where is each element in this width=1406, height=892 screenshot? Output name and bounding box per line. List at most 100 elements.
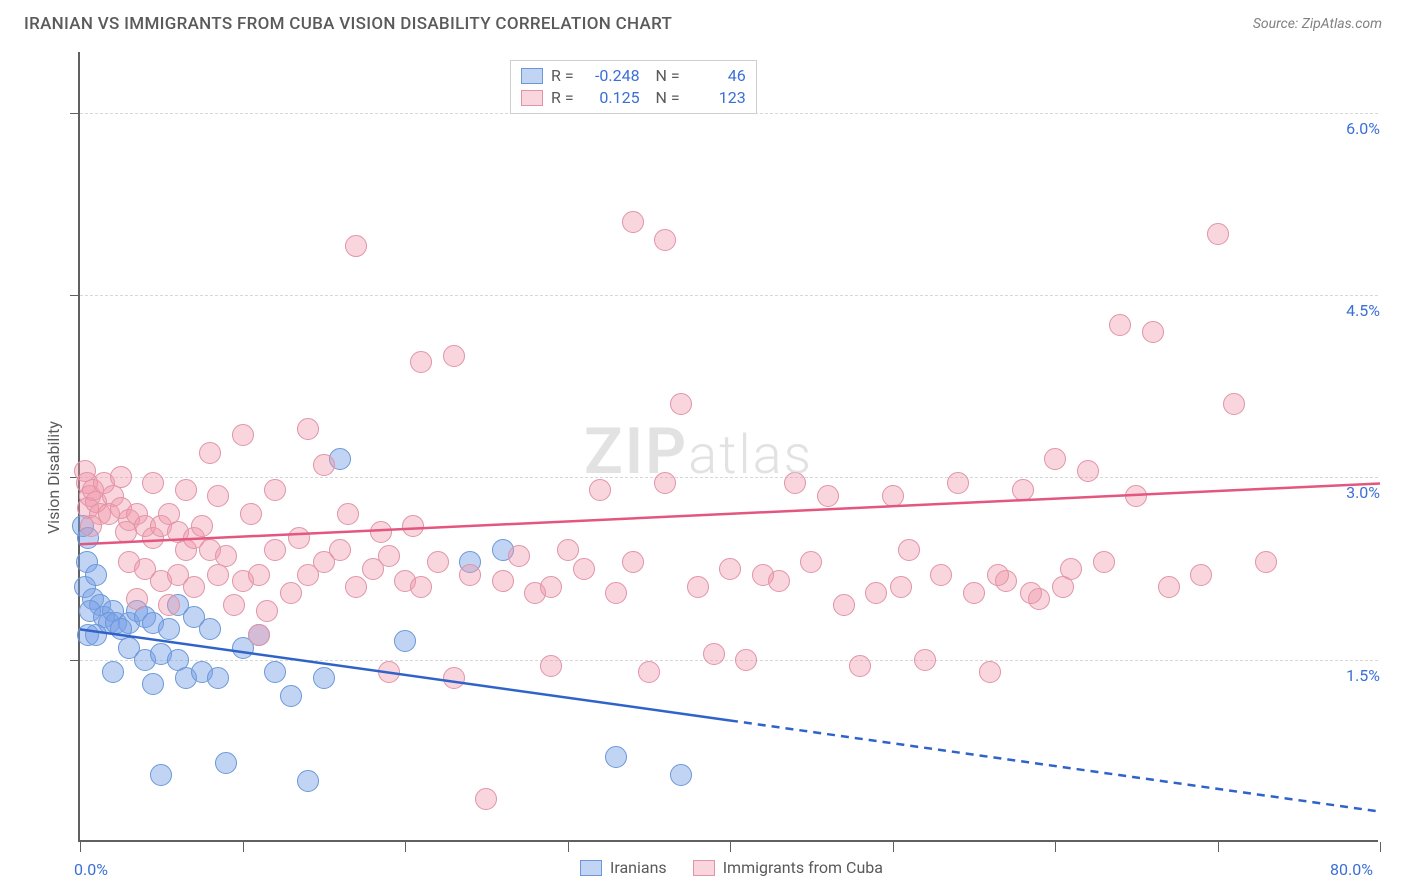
scatter-point [370,521,392,543]
scatter-point [605,582,627,604]
scatter-point [142,472,164,494]
scatter-point [1125,485,1147,507]
scatter-point [947,472,969,494]
chart-title: IRANIAN VS IMMIGRANTS FROM CUBA VISION D… [24,14,672,34]
scatter-point [979,661,1001,683]
scatter-point [232,424,254,446]
x-tick [568,842,569,852]
scatter-point [817,485,839,507]
scatter-point [402,515,424,537]
scatter-point [207,485,229,507]
scatter-point [175,479,197,501]
scatter-point [142,673,164,695]
legend-item: Immigrants from Cuba [693,858,883,877]
legend-n-value: 123 [688,87,746,109]
scatter-point [573,558,595,580]
y-tick-label: 1.5% [1330,666,1380,685]
scatter-point [508,545,530,567]
scatter-point [248,624,270,646]
legend-swatch [521,90,543,106]
scatter-point [158,594,180,616]
scatter-point [638,661,660,683]
scatter-point [85,564,107,586]
scatter-point [443,345,465,367]
scatter-point [345,235,367,257]
scatter-point [882,485,904,507]
scatter-point [930,564,952,586]
scatter-point [345,576,367,598]
scatter-point [126,588,148,610]
scatter-point [589,479,611,501]
x-tick [1218,842,1219,852]
legend-n-value: 46 [688,65,746,87]
legend-series: Iranians Immigrants from Cuba [580,858,883,877]
scatter-point [752,564,774,586]
scatter-point [443,667,465,689]
legend-r-label: R = [551,87,574,109]
scatter-point [475,788,497,810]
scatter-point [898,539,920,561]
scatter-point [654,472,676,494]
scatter-point [1255,551,1277,573]
y-tick [70,113,80,114]
scatter-point [654,229,676,251]
scatter-point [378,661,400,683]
scatter-point [492,570,514,592]
chart-container: 1.5%3.0%4.5%6.0%0.0%80.0%R =-0.248 N =46… [24,44,1382,864]
legend-n-label: N = [648,65,680,87]
scatter-point [833,594,855,616]
scatter-point [703,643,725,665]
scatter-point [540,655,562,677]
y-axis-title: Vision Disability [44,421,63,534]
y-tick [70,295,80,296]
x-tick [730,842,731,852]
scatter-point [1012,479,1034,501]
y-tick-label: 4.5% [1330,301,1380,320]
scatter-point [427,551,449,573]
scatter-point [1020,582,1042,604]
scatter-point [1158,576,1180,598]
x-tick [243,842,244,852]
y-tick [70,660,80,661]
y-tick-label: 6.0% [1330,119,1380,138]
scatter-point [410,351,432,373]
legend-swatch [580,860,602,876]
scatter-point [1142,321,1164,343]
scatter-point [670,764,692,786]
scatter-point [215,545,237,567]
scatter-point [240,503,262,525]
legend-stats: R =-0.248 N =46R =0.125 N =123 [510,60,757,114]
scatter-point [297,418,319,440]
x-tick-label-max: 80.0% [1330,860,1373,879]
scatter-point [1077,460,1099,482]
scatter-point [85,624,107,646]
scatter-point [280,685,302,707]
plot-area: 1.5%3.0%4.5%6.0%0.0%80.0%R =-0.248 N =46… [78,52,1378,842]
legend-n-label: N = [648,87,680,109]
legend-series-name: Iranians [610,858,667,877]
scatter-point [264,479,286,501]
scatter-point [264,661,286,683]
scatter-point [800,551,822,573]
scatter-point [735,649,757,671]
x-tick [80,842,81,852]
legend-swatch [693,860,715,876]
scatter-point [1093,551,1115,573]
source-label: Source: ZipAtlas.com [1253,16,1382,32]
scatter-point [288,527,310,549]
scatter-point [256,600,278,622]
scatter-point [215,752,237,774]
scatter-point [223,594,245,616]
scatter-point [719,558,741,580]
scatter-point [329,539,351,561]
scatter-point [313,454,335,476]
scatter-point [191,515,213,537]
scatter-point [264,539,286,561]
legend-item: Iranians [580,858,667,877]
scatter-point [1044,448,1066,470]
scatter-point [313,667,335,689]
scatter-point [670,393,692,415]
legend-r-label: R = [551,65,574,87]
scatter-point [605,746,627,768]
scatter-point [890,576,912,598]
